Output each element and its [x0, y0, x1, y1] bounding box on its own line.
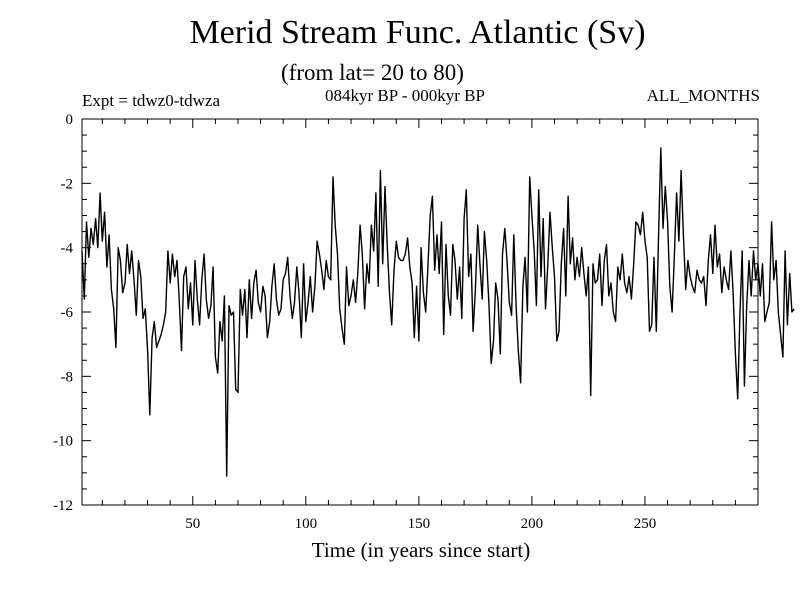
months-label: ALL_MONTHS	[646, 86, 760, 105]
x-tick-label: 150	[408, 516, 431, 532]
y-tick-label: -2	[61, 176, 74, 192]
y-tick-label: -12	[53, 498, 73, 514]
chart-subtitle: (from lat= 20 to 80)	[281, 60, 464, 85]
x-axis-label: Time (in years since start)	[311, 538, 531, 562]
x-tick-label: 250	[634, 516, 657, 532]
data-series-line	[81, 147, 795, 477]
y-tick-label: -4	[61, 241, 74, 257]
x-tick-label: 200	[521, 516, 544, 532]
y-tick-label: -6	[61, 305, 74, 321]
y-tick-label: 0	[66, 112, 74, 128]
y-tick-label: -10	[53, 434, 73, 450]
period-label: 084kyr BP - 000kyr BP	[325, 86, 485, 105]
x-tick-label: 100	[295, 516, 318, 532]
x-tick-label: 50	[185, 516, 200, 532]
experiment-label: Expt = tdwz0-tdwza	[82, 91, 220, 110]
chart-title: Merid Stream Func. Atlantic (Sv)	[189, 14, 646, 51]
y-tick-label: -8	[61, 369, 74, 385]
